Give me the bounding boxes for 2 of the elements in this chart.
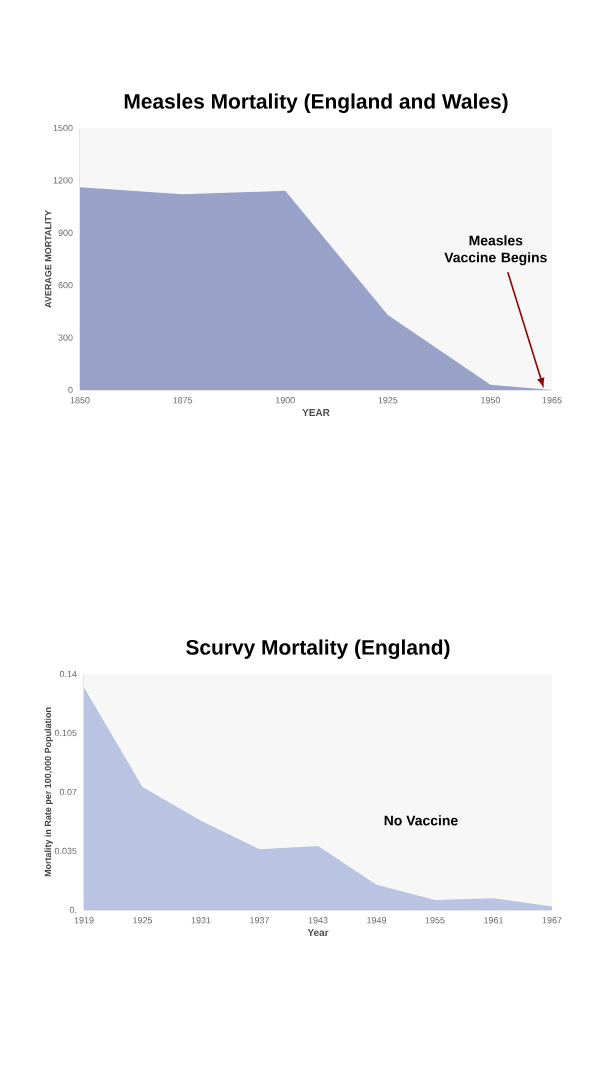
chart-title: Measles Mortality (England and Wales): [124, 93, 508, 113]
chart-title: Scurvy Mortality (England): [186, 639, 450, 659]
